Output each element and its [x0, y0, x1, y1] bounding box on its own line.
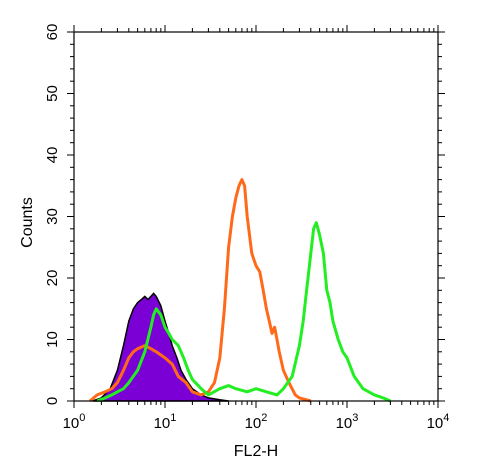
y-tick-label: 0 [44, 397, 61, 405]
x-axis-title: FL2-H [234, 443, 278, 460]
y-tick-label: 10 [44, 331, 61, 348]
series-1-line [89, 178, 312, 403]
x-tick-label: 104 [427, 412, 450, 432]
x-tick-label: 100 [63, 412, 86, 432]
y-tick-label: 60 [44, 24, 61, 41]
series-0-filled [92, 292, 229, 402]
y-tick-label: 50 [44, 85, 61, 102]
ticks-layer: 100 101 102 103 104 0 10 20 30 40 50 60 [44, 24, 449, 432]
y-tick-label: 30 [44, 208, 61, 225]
series-layer [89, 178, 391, 403]
y-axis-title: Counts [19, 197, 36, 248]
y-tick-label: 40 [44, 147, 61, 164]
x-tick-label: 103 [336, 412, 359, 432]
series-2-line [96, 221, 391, 403]
x-tick-label: 101 [154, 412, 177, 432]
x-tick-label: 102 [245, 412, 268, 432]
y-tick-label: 20 [44, 270, 61, 287]
